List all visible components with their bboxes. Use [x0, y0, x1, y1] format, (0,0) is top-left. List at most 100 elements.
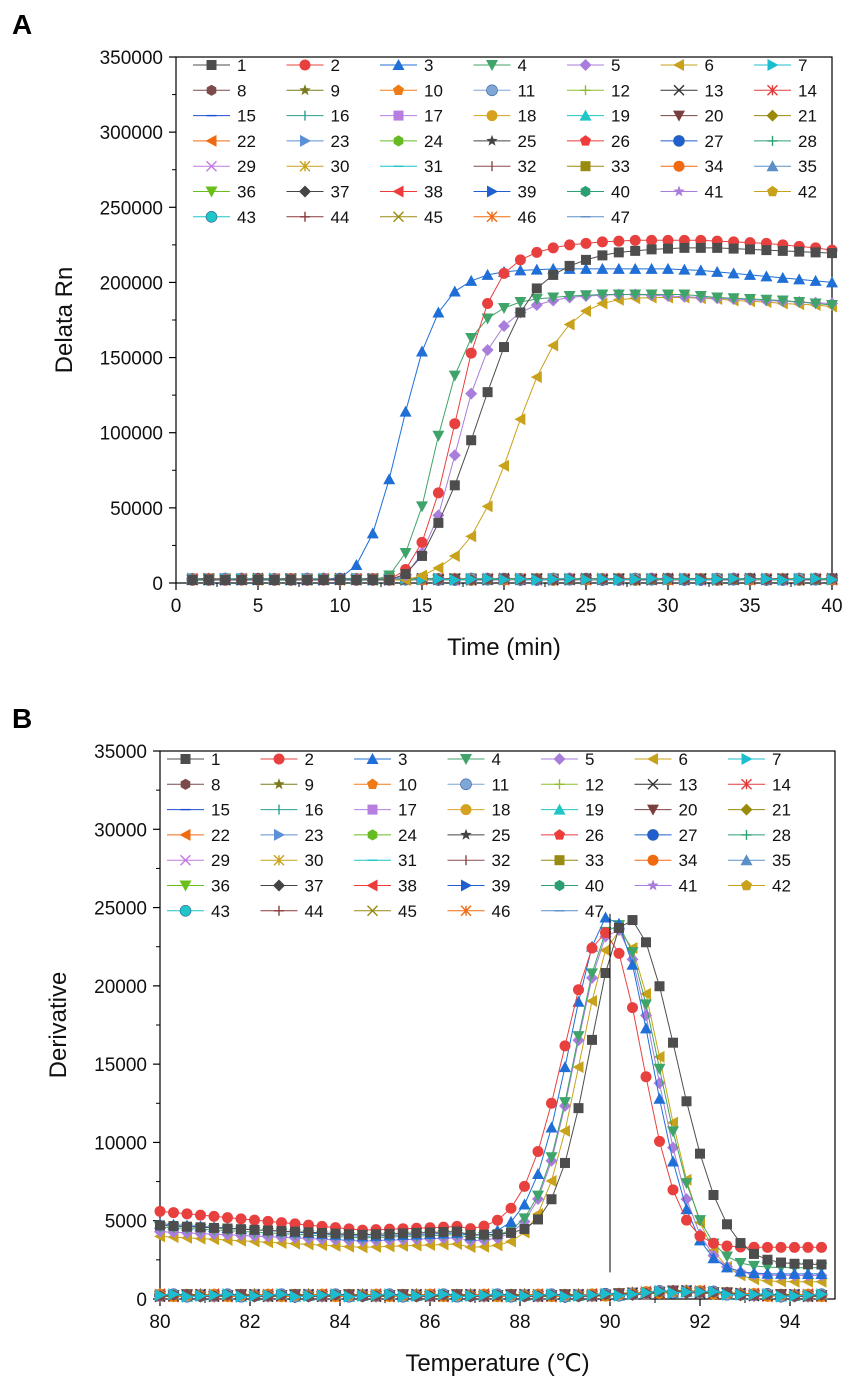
chart-a-data-point — [810, 247, 821, 258]
chart-b-legend-label: 42 — [772, 877, 791, 896]
chart-b-data-point — [667, 1155, 679, 1167]
chart-b-series-2 — [154, 927, 827, 1253]
chart-b-data-point — [519, 1180, 530, 1192]
chart-b-data-point — [600, 927, 611, 939]
chart-a-data-point — [514, 413, 526, 426]
chart-b-data-point — [560, 1290, 571, 1303]
chart-a-data-point — [826, 299, 838, 311]
chart-a-legend-marker — [580, 161, 591, 172]
chart-b-legend-label: 16 — [305, 801, 324, 820]
chart-b-y-tick-label: 20000 — [94, 977, 147, 998]
chart-b-data-point — [330, 1228, 341, 1239]
chart-b-legend-marker — [554, 829, 565, 840]
chart-a-x-tick-label: 40 — [821, 596, 842, 617]
chart-b-legend-marker — [647, 854, 659, 866]
chart-b-series-7 — [155, 1285, 828, 1303]
chart-a-data-point — [465, 347, 477, 359]
chart-a-data-point — [744, 293, 756, 305]
chart-b-y-axis-title: Derivative — [45, 972, 72, 1079]
chart-b-data-point — [384, 1228, 395, 1239]
chart-a-data-point — [416, 345, 428, 357]
chart-b-data-point — [222, 1288, 234, 1301]
chart-a-data-point — [367, 574, 378, 585]
chart-a-legend-marker — [579, 109, 592, 121]
chart-b-data-point — [155, 1289, 166, 1302]
chart-b-data-point — [411, 1227, 422, 1238]
chart-b-data-point — [586, 995, 597, 1008]
chart-b-y-tick-label: 5000 — [105, 1212, 147, 1233]
chart-b-legend-marker — [180, 754, 191, 764]
chart-b-legend-label: 17 — [398, 801, 417, 820]
chart-b-legend-label: 27 — [679, 826, 698, 845]
chart-a-data-point — [416, 536, 428, 548]
chart-b-data-point — [492, 1214, 503, 1226]
chart-a-series-4 — [186, 289, 838, 586]
chart-a-legend-marker — [486, 110, 498, 122]
chart-a-data-point — [530, 263, 543, 275]
chart-b-data-point — [532, 1190, 544, 1202]
chart-a-series-line — [192, 297, 833, 581]
chart-a-data-point — [745, 573, 756, 586]
chart-a-data-point — [645, 289, 658, 301]
chart-a-legend-marker — [673, 135, 685, 147]
chart-b-data-point — [289, 1218, 301, 1230]
chart-b-legend-label: 4 — [492, 750, 501, 769]
chart-a-data-point — [498, 267, 510, 279]
chart-b-data-point — [532, 1168, 544, 1180]
chart-b-data-point — [276, 1226, 287, 1237]
chart-a-data-point — [482, 572, 494, 585]
chart-b-x-tick-label: 84 — [329, 1312, 351, 1333]
chart-b-data-point — [479, 1229, 489, 1240]
chart-a-legend-label: 42 — [798, 183, 817, 202]
chart-b-data-point — [641, 1286, 652, 1299]
chart-b-data-point — [209, 1289, 220, 1302]
chart-a-data-point — [253, 574, 263, 585]
chart-b-data-point — [600, 968, 611, 979]
chart-b-legend-label: 12 — [585, 775, 604, 794]
chart-b-data-point — [263, 1225, 273, 1236]
chart-a-data-point — [515, 572, 527, 585]
chart-a-legend-marker — [392, 59, 405, 70]
chart-a-legend-label: 37 — [331, 183, 350, 202]
chart-a-data-point — [449, 573, 461, 586]
chart-b-data-point — [748, 1260, 760, 1272]
chart-a-data-point — [695, 242, 706, 253]
chart-b-data-point — [559, 1061, 571, 1073]
chart-b-x-tick-label: 88 — [509, 1312, 530, 1333]
chart-b-data-point — [222, 1212, 233, 1224]
chart-a-legend-label: 6 — [705, 56, 714, 75]
chart-b-legend-label: 43 — [211, 902, 230, 921]
chart-b-data-point — [627, 1002, 638, 1014]
chart-a-data-point — [695, 573, 707, 586]
chart-a-data-point — [531, 283, 542, 294]
chart-b-data-point — [667, 1184, 679, 1196]
chart-a-data-point — [448, 370, 461, 382]
chart-a-data-point — [646, 234, 658, 246]
chart-a-x-tick-label: 30 — [657, 596, 678, 617]
chart-b-data-point — [587, 1034, 597, 1045]
chart-b-data-point — [721, 1261, 733, 1273]
chart-a-legend-marker — [300, 211, 310, 222]
chart-a-data-point — [776, 271, 789, 283]
chart-b-data-point — [614, 1289, 625, 1302]
chart-b-legend-label: 30 — [305, 851, 324, 870]
chart-a-legend-marker — [205, 186, 218, 198]
chart-b-data-point — [573, 1103, 584, 1114]
chart-a-legend-label: 32 — [518, 157, 537, 176]
chart-a-data-point — [777, 573, 789, 586]
chart-a-data-point — [531, 246, 543, 258]
chart-b-legend-label: 44 — [305, 902, 324, 921]
chart-b-data-point — [154, 1205, 166, 1217]
chart-a-data-point — [646, 244, 657, 255]
chart-a-legend-label: 11 — [518, 81, 536, 100]
chart-b-data-point — [627, 1288, 639, 1301]
chart-b-data-point — [168, 1288, 180, 1301]
chart-a-legend-marker — [673, 160, 685, 172]
chart-a-legend-label: 40 — [611, 183, 630, 202]
chart-a-legend-marker — [767, 84, 778, 96]
chart-b-data-point — [546, 1097, 557, 1109]
chart-a-data-point — [465, 387, 478, 400]
chart-b-legend-marker — [367, 829, 378, 841]
chart-a-plot-frame — [175, 56, 833, 584]
chart-b-data-point — [452, 1290, 463, 1303]
